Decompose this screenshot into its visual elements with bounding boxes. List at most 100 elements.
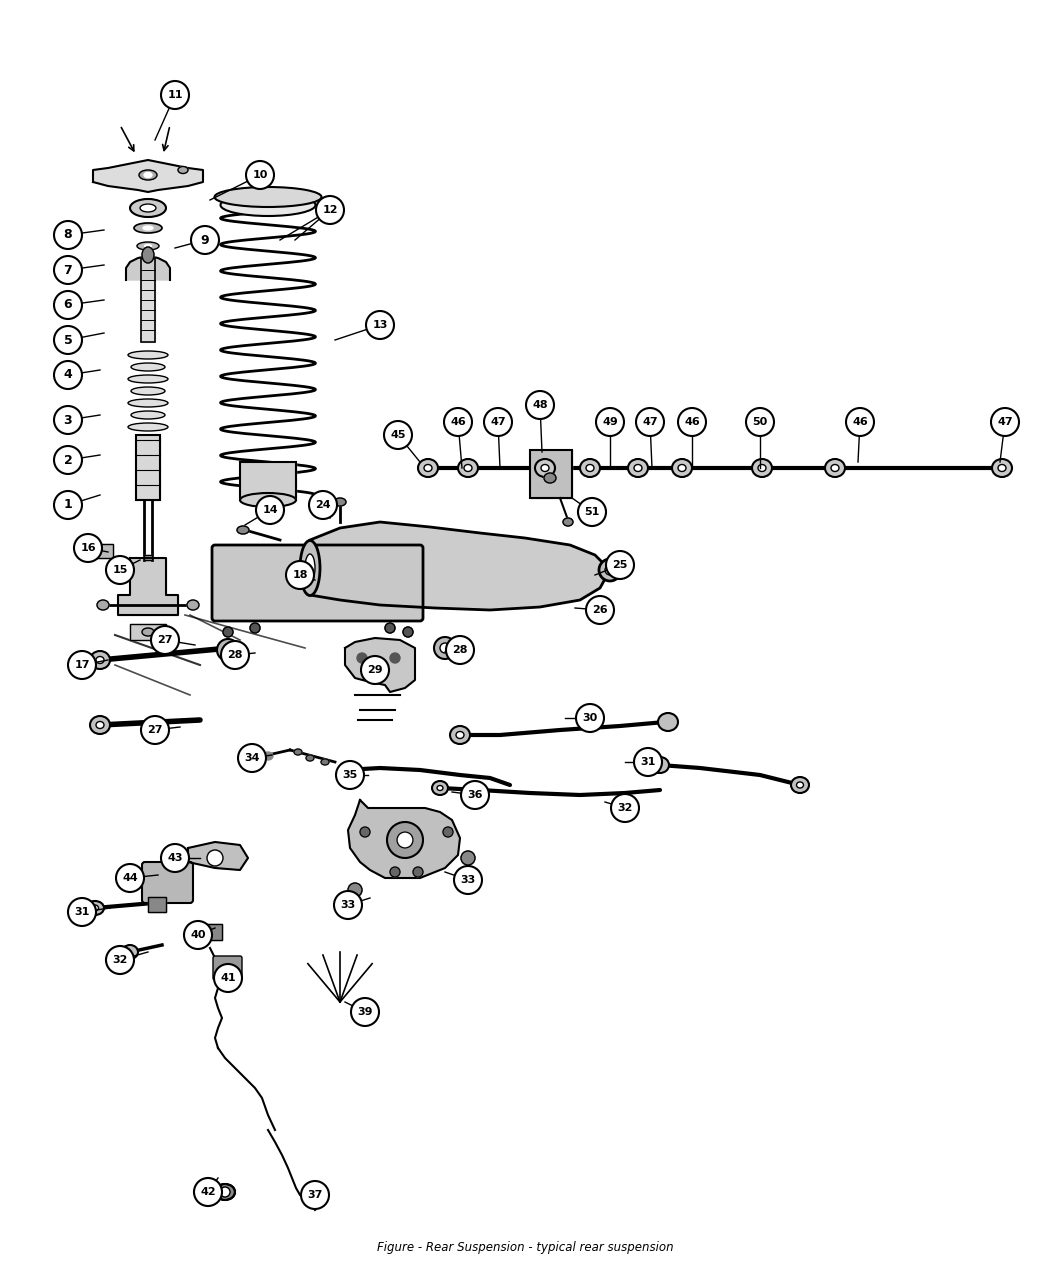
Circle shape (634, 748, 662, 776)
Bar (200, 924, 222, 940)
Circle shape (444, 408, 472, 436)
Circle shape (384, 421, 412, 449)
Ellipse shape (217, 639, 239, 660)
Text: 6: 6 (64, 298, 72, 311)
Text: 43: 43 (167, 853, 183, 863)
Ellipse shape (91, 905, 99, 912)
Ellipse shape (437, 785, 443, 790)
Polygon shape (345, 638, 415, 692)
Ellipse shape (140, 204, 156, 212)
Ellipse shape (90, 717, 110, 734)
Ellipse shape (215, 1184, 235, 1200)
Text: 27: 27 (158, 635, 173, 645)
Bar (93, 544, 113, 558)
Ellipse shape (139, 170, 157, 180)
Ellipse shape (586, 464, 594, 472)
Ellipse shape (131, 363, 165, 371)
Circle shape (366, 311, 394, 339)
Ellipse shape (563, 518, 573, 527)
Ellipse shape (651, 757, 669, 773)
Ellipse shape (758, 464, 766, 472)
FancyBboxPatch shape (213, 956, 242, 980)
Circle shape (207, 850, 223, 866)
Text: 31: 31 (75, 907, 89, 917)
Circle shape (526, 391, 554, 419)
Text: 12: 12 (322, 205, 338, 215)
Text: 17: 17 (75, 660, 89, 669)
Text: 32: 32 (617, 803, 633, 813)
Ellipse shape (432, 782, 448, 796)
Ellipse shape (678, 464, 686, 472)
Ellipse shape (344, 768, 352, 773)
Ellipse shape (321, 759, 329, 765)
Ellipse shape (122, 945, 138, 959)
Text: 46: 46 (450, 417, 466, 427)
Text: 24: 24 (315, 500, 331, 510)
Ellipse shape (310, 1186, 326, 1200)
Ellipse shape (672, 459, 692, 477)
Ellipse shape (178, 167, 188, 173)
Bar (141, 258, 155, 342)
Ellipse shape (128, 351, 168, 360)
Ellipse shape (86, 901, 104, 915)
Circle shape (309, 491, 337, 519)
Circle shape (106, 556, 134, 584)
Ellipse shape (605, 565, 615, 575)
Ellipse shape (464, 464, 473, 472)
Circle shape (68, 898, 96, 926)
Text: 26: 26 (592, 606, 608, 615)
Circle shape (68, 652, 96, 680)
Text: 29: 29 (368, 666, 383, 674)
Ellipse shape (131, 411, 165, 419)
Text: 42: 42 (201, 1187, 216, 1197)
Text: 39: 39 (357, 1007, 373, 1017)
FancyBboxPatch shape (212, 544, 423, 621)
Text: 46: 46 (685, 417, 700, 427)
Text: 41: 41 (220, 973, 236, 983)
Text: 13: 13 (373, 320, 387, 330)
Bar (141, 258, 155, 342)
Circle shape (286, 561, 314, 589)
Ellipse shape (136, 242, 159, 250)
Circle shape (54, 491, 82, 519)
Circle shape (250, 623, 260, 632)
Text: 15: 15 (112, 565, 128, 575)
Polygon shape (188, 842, 248, 870)
Text: 51: 51 (584, 507, 600, 516)
Text: 9: 9 (201, 233, 209, 246)
Circle shape (385, 623, 395, 632)
Ellipse shape (544, 473, 556, 483)
Circle shape (301, 1181, 329, 1209)
Ellipse shape (634, 464, 642, 472)
Ellipse shape (536, 459, 555, 477)
Text: 33: 33 (460, 875, 476, 885)
FancyBboxPatch shape (142, 862, 193, 903)
Text: 5: 5 (64, 334, 72, 347)
Ellipse shape (142, 247, 154, 263)
Ellipse shape (628, 459, 648, 477)
Circle shape (214, 964, 242, 992)
Bar (130, 623, 166, 640)
Text: 46: 46 (853, 417, 868, 427)
Text: 34: 34 (245, 754, 259, 762)
Ellipse shape (143, 226, 153, 230)
Circle shape (484, 408, 512, 436)
Ellipse shape (825, 459, 845, 477)
Text: 11: 11 (167, 91, 183, 99)
Ellipse shape (262, 752, 273, 760)
Text: 28: 28 (453, 645, 467, 655)
Text: 47: 47 (490, 417, 506, 427)
Ellipse shape (142, 629, 154, 636)
Circle shape (446, 636, 474, 664)
Ellipse shape (458, 459, 478, 477)
Circle shape (116, 864, 144, 892)
Ellipse shape (831, 464, 839, 472)
Circle shape (586, 595, 614, 623)
Circle shape (316, 196, 344, 224)
Text: 3: 3 (64, 413, 72, 427)
Circle shape (578, 499, 606, 527)
Ellipse shape (294, 748, 302, 755)
Text: 50: 50 (753, 417, 768, 427)
Ellipse shape (456, 732, 464, 738)
Circle shape (54, 405, 82, 434)
